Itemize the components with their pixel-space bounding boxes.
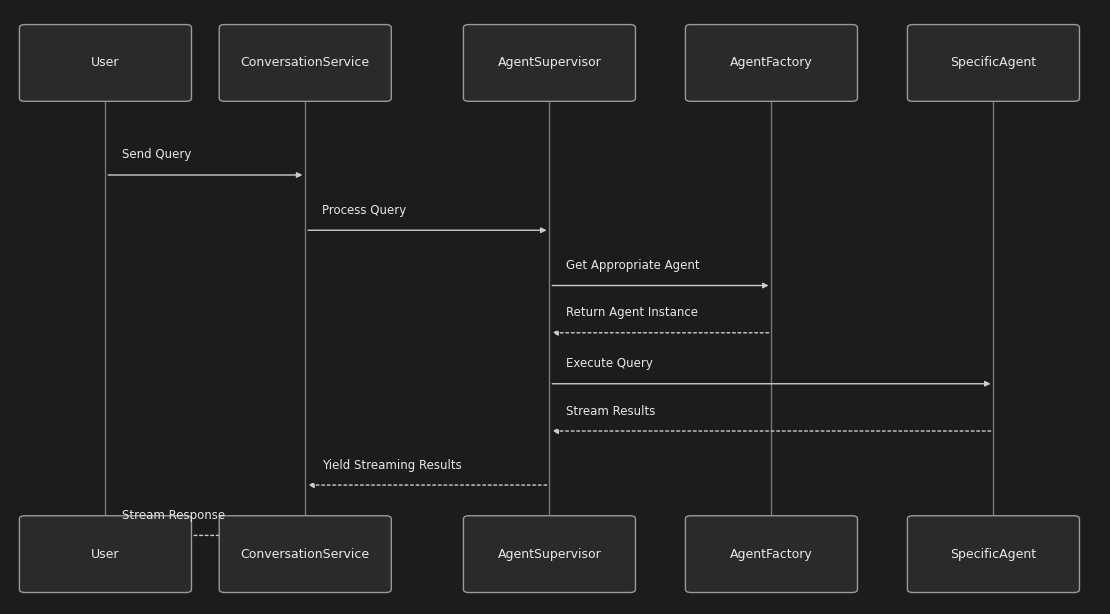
Text: AgentSupervisor: AgentSupervisor — [497, 548, 602, 561]
Text: Yield Streaming Results: Yield Streaming Results — [322, 459, 462, 472]
FancyBboxPatch shape — [220, 25, 392, 101]
Text: Send Query: Send Query — [122, 149, 191, 161]
FancyBboxPatch shape — [20, 25, 192, 101]
FancyBboxPatch shape — [20, 516, 192, 593]
FancyBboxPatch shape — [685, 25, 857, 101]
Text: Stream Results: Stream Results — [566, 405, 656, 418]
Text: Return Agent Instance: Return Agent Instance — [566, 306, 698, 319]
Text: AgentFactory: AgentFactory — [730, 548, 813, 561]
FancyBboxPatch shape — [908, 25, 1080, 101]
Text: AgentFactory: AgentFactory — [730, 56, 813, 69]
Text: Process Query: Process Query — [322, 204, 406, 217]
Text: User: User — [91, 548, 120, 561]
FancyBboxPatch shape — [220, 516, 392, 593]
Text: SpecificAgent: SpecificAgent — [950, 548, 1037, 561]
Text: Get Appropriate Agent: Get Appropriate Agent — [566, 259, 699, 272]
FancyBboxPatch shape — [685, 516, 857, 593]
Text: Stream Response: Stream Response — [122, 509, 225, 522]
Text: ConversationService: ConversationService — [241, 56, 370, 69]
Text: SpecificAgent: SpecificAgent — [950, 56, 1037, 69]
FancyBboxPatch shape — [464, 516, 635, 593]
Text: User: User — [91, 56, 120, 69]
Text: ConversationService: ConversationService — [241, 548, 370, 561]
FancyBboxPatch shape — [908, 516, 1080, 593]
FancyBboxPatch shape — [464, 25, 635, 101]
Text: AgentSupervisor: AgentSupervisor — [497, 56, 602, 69]
Text: Execute Query: Execute Query — [566, 357, 653, 370]
